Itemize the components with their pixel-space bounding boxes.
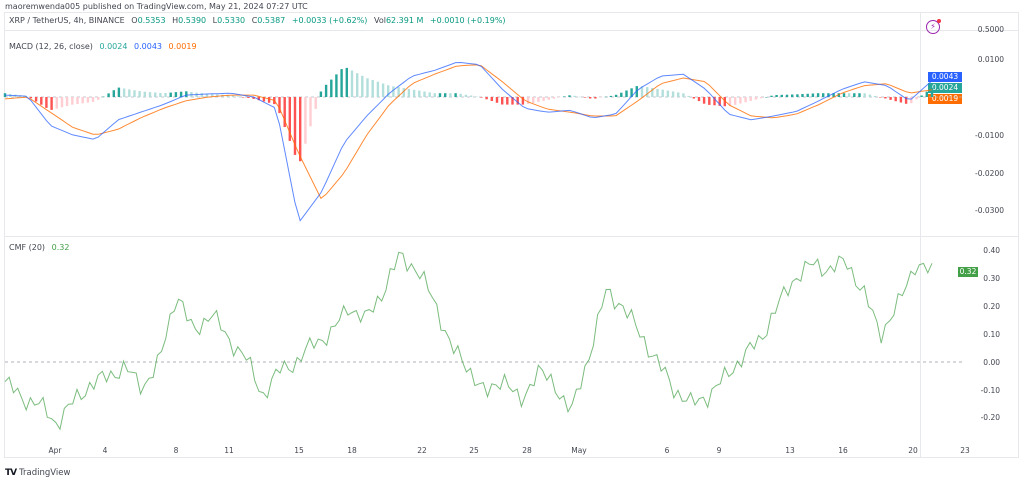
tradingview-mark-icon: TV [5,468,17,478]
cmf-legend[interactable]: CMF (20) 0.32 [9,243,73,252]
price-change: +0.0033 (+0.62%) [291,16,368,25]
chart-frame [4,12,1019,458]
time-label: May [571,446,587,455]
macd-hist-tag: 0.0024 [928,83,962,93]
volume-change: +0.0010 (+0.19%) [429,16,506,25]
macd-line [4,61,933,222]
macd-axis-label: 0.0100 [977,55,1004,64]
macd-axis-label: -0.0100 [975,131,1004,140]
macd-axis-label: -0.0200 [975,169,1004,178]
time-label: 25 [469,446,479,455]
cmf-axis-label: 0.00 [983,358,1000,367]
symbol-legend[interactable]: XRP / TetherUS, 4h, BINANCE O0.5353 H0.5… [9,16,510,25]
time-label: 13 [785,446,795,455]
cmf-value-tag: 0.32 [958,267,978,277]
cmf-line [4,251,933,431]
cmf-axis-label: 0.20 [983,302,1000,311]
cmf-axis-label: 0.40 [983,246,1000,255]
ohlc-close: C0.5387 [251,16,286,25]
time-label: 20 [908,446,918,455]
flash-icon[interactable]: ⚡ [926,19,941,34]
macd-histogram [3,67,934,162]
time-label: 15 [294,446,304,455]
volume: Vol62.391 M [373,16,424,25]
ohlc-open: O0.5353 [131,16,166,25]
time-label: 16 [838,446,848,455]
time-label: Apr [48,446,62,455]
macd-legend[interactable]: MACD (12, 26, close) 0.0024 0.0043 0.001… [9,42,201,51]
ohlc-high: H0.5390 [172,16,207,25]
macd-hist-value: 0.0024 [99,42,128,51]
macd-title: MACD (12, 26, close) [9,42,93,51]
time-label: 23 [960,446,970,455]
time-label: 8 [173,446,179,455]
cmf-axis-label: 0.30 [983,274,1000,283]
price-axis-label: 0.5000 [977,25,1004,34]
tradingview-logo[interactable]: TV TradingView [5,468,70,478]
publisher-line: maoremwenda005 published on TradingView.… [5,2,308,11]
macd-signal-value: 0.0019 [168,42,197,51]
notification-dot [937,19,941,23]
symbol-title: XRP / TetherUS, 4h, BINANCE [9,16,125,25]
price-axis-border [920,12,921,458]
macd-signal-line [4,64,933,200]
time-label: 9 [716,446,722,455]
macd-line-tag: 0.0043 [928,72,962,82]
cmf-axis-label: -0.20 [980,413,1000,422]
cmf-title: CMF (20) [9,243,46,252]
cmf-axis-label: 0.10 [983,330,1000,339]
cmf-axis-label: -0.10 [980,386,1000,395]
ohlc-low: L0.5330 [212,16,246,25]
macd-line-value: 0.0043 [134,42,162,51]
time-label: 22 [417,446,427,455]
macd-signal-tag: 0.0019 [928,94,962,104]
pane-divider-price [4,30,1019,31]
tradingview-brand: TradingView [19,468,71,478]
time-label: 11 [224,446,234,455]
cmf-value: 0.32 [51,243,70,252]
time-label: 18 [347,446,357,455]
macd-axis-label: -0.0300 [975,206,1004,215]
time-label: 6 [664,446,670,455]
pane-divider-cmf [4,236,1019,237]
time-label: 28 [522,446,532,455]
time-label: 4 [102,446,108,455]
